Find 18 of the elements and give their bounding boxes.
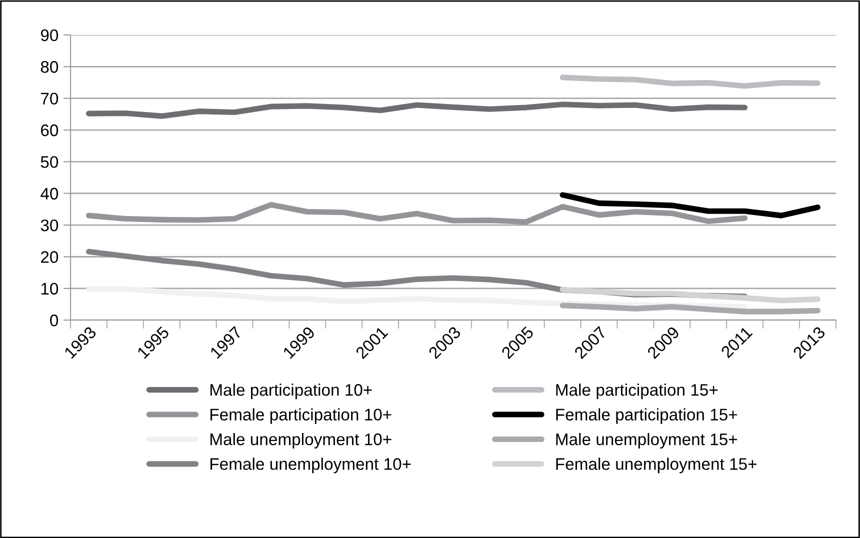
legend-label: Male unemployment 15+ [556,432,738,449]
y-tick-label: 60 [41,124,58,136]
y-tick-label: 70 [41,92,58,105]
legend-label: Male participation 15+ [556,384,718,400]
y-tick-label: 30 [40,219,58,232]
y-tick-label: 0 [50,314,58,326]
y-tick-label: 90 [40,29,58,42]
y-tick-label: 10 [41,282,58,295]
legend-label: Male participation 10+ [210,384,372,400]
legend-label: Female unemployment 10+ [210,458,411,474]
legend-label: Male unemployment 10+ [210,432,392,449]
y-tick-label: 40 [40,188,58,200]
y-tick-label: 80 [40,61,58,73]
y-tick-label: 20 [41,251,58,263]
legend-label: Female participation 15+ [556,408,738,424]
legend-label: Female unemployment 15+ [556,458,756,474]
legend-label: Female participation 10+ [210,408,392,424]
y-tick-label: 50 [40,156,58,168]
